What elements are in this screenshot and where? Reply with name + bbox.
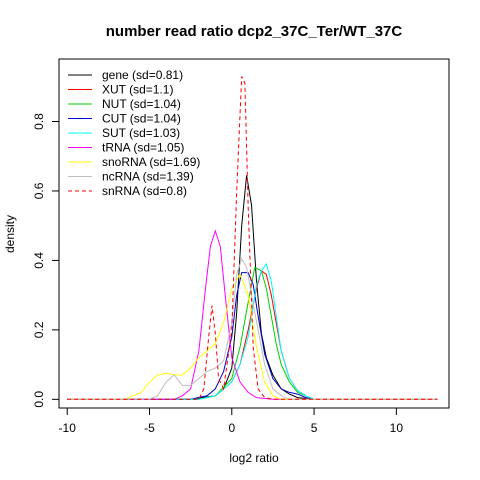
- y-tick-label: 0.6: [32, 182, 46, 199]
- series-line-4: [67, 262, 438, 400]
- y-axis-label: density: [3, 215, 17, 253]
- legend-label: CUT (sd=1.04): [102, 112, 181, 126]
- y-tick-label: 0.0: [32, 391, 46, 408]
- series-line-8: [67, 76, 438, 400]
- legend-label: SUT (sd=1.03): [102, 126, 180, 140]
- legend-label: snRNA (sd=0.8): [102, 184, 187, 198]
- series-line-2: [67, 266, 438, 400]
- legend-label: NUT (sd=1.04): [102, 97, 181, 111]
- x-axis: -10 -5 0 5 10: [59, 407, 404, 435]
- x-tick-label: 5: [311, 421, 318, 435]
- legend-label: snoRNA (sd=1.69): [102, 155, 200, 169]
- x-tick-label: 0: [228, 421, 235, 435]
- x-tick-label: -10: [59, 421, 77, 435]
- y-tick-label: 0.4: [32, 252, 46, 269]
- y-tick-label: 0.8: [32, 113, 46, 130]
- legend-label: XUT (sd=1.1): [102, 83, 173, 97]
- legend-label: ncRNA (sd=1.39): [102, 170, 194, 184]
- legend-label: tRNA (sd=1.05): [102, 141, 184, 155]
- series-line-0: [67, 175, 438, 400]
- series-line-5: [67, 229, 438, 400]
- y-tick-label: 0.2: [32, 321, 46, 338]
- x-axis-label: log2 ratio: [229, 451, 279, 465]
- series-line-7: [67, 257, 438, 400]
- series-line-6: [67, 273, 438, 400]
- y-axis: 0.0 0.2 0.4 0.6 0.8: [32, 113, 60, 408]
- chart-title: number read ratio dcp2_37C_Ter/WT_37C: [106, 23, 403, 40]
- x-tick-label: 10: [390, 421, 404, 435]
- series-line-3: [67, 272, 438, 400]
- legend-label: gene (sd=0.81): [102, 68, 183, 82]
- x-tick-label: -5: [144, 421, 155, 435]
- legend: gene (sd=0.81)XUT (sd=1.1)NUT (sd=1.04)C…: [68, 68, 200, 198]
